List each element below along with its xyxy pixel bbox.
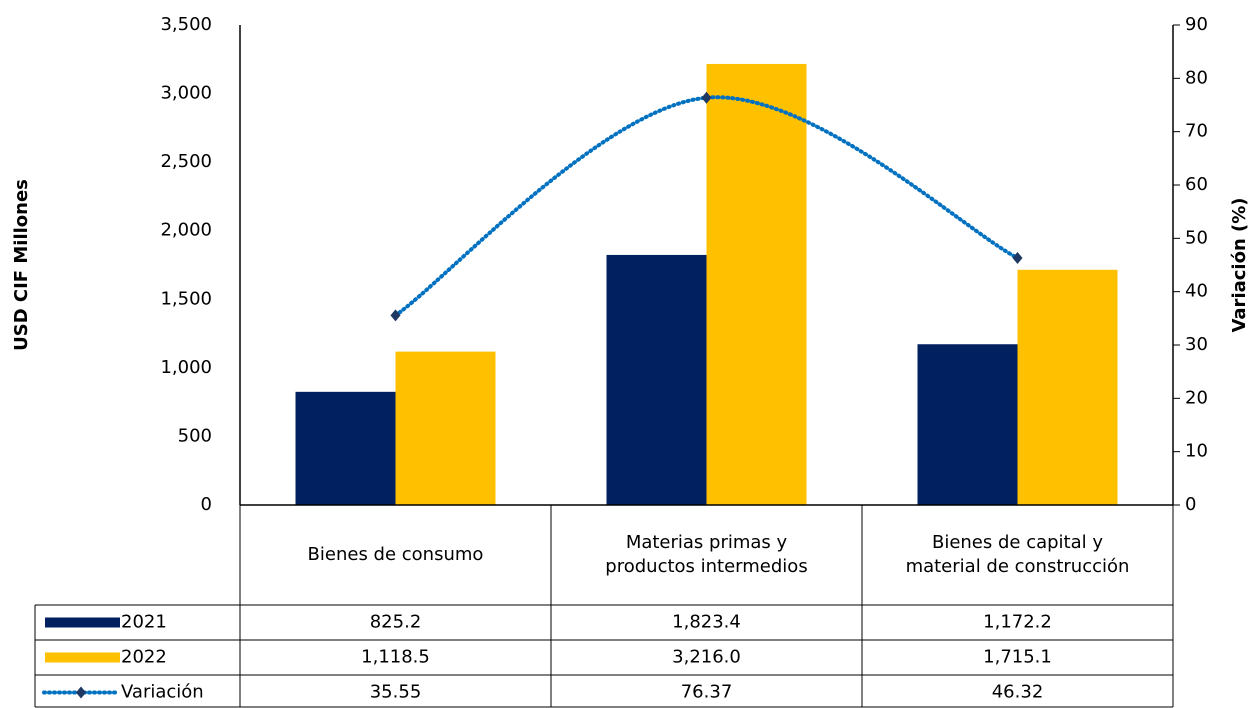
table-value: 3,216.0 <box>672 647 741 668</box>
marker <box>390 309 401 322</box>
table-value: 1,715.1 <box>983 647 1052 668</box>
legend-swatch <box>45 652 120 663</box>
y-tick-label: 3,000 <box>160 83 212 104</box>
y2-axis-title: Variación (%) <box>1229 197 1250 332</box>
legend-label: 2022 <box>121 647 167 668</box>
y2-tick-label: 40 <box>1185 281 1208 302</box>
y-tick-label: 3,500 <box>160 14 212 35</box>
table-value: 1,172.2 <box>983 612 1052 633</box>
bar <box>606 254 707 505</box>
y2-tick-label: 50 <box>1185 227 1208 248</box>
y2-tick-label: 80 <box>1185 67 1208 88</box>
legend-label: 2021 <box>121 612 167 633</box>
y2-tick-label: 20 <box>1185 387 1208 408</box>
y2-tick-label: 10 <box>1185 441 1208 462</box>
y2-tick-label: 60 <box>1185 174 1208 195</box>
legend-swatch <box>45 617 120 628</box>
bar <box>295 391 396 505</box>
y2-tick-label: 30 <box>1185 334 1208 355</box>
y-tick-label: 1,000 <box>160 357 212 378</box>
y2-tick-label: 70 <box>1185 121 1208 142</box>
bar <box>917 344 1018 505</box>
table-value: 1,118.5 <box>361 647 430 668</box>
marker <box>701 91 712 104</box>
bar <box>1017 269 1118 505</box>
y-axis-title: USD CIF Millones <box>11 179 32 351</box>
y-tick-label: 500 <box>178 425 212 446</box>
x-tick-label: Bienes de consumo <box>307 544 484 565</box>
y-tick-label: 0 <box>201 494 212 515</box>
table-value: 1,823.4 <box>672 612 741 633</box>
y-tick-label: 2,500 <box>160 151 212 172</box>
y-tick-label: 1,500 <box>160 288 212 309</box>
table-value: 76.37 <box>681 682 733 703</box>
y-tick-label: 2,000 <box>160 220 212 241</box>
table-value: 46.32 <box>992 682 1044 703</box>
table-value: 35.55 <box>370 682 422 703</box>
y2-tick-label: 90 <box>1185 14 1208 35</box>
marker <box>1012 251 1023 264</box>
x-tick-label: Bienes de capital y material de construc… <box>905 532 1130 577</box>
x-tick-label: Materias primas y productos intermedios <box>605 532 808 577</box>
y2-tick-label: 0 <box>1185 494 1196 515</box>
bar <box>395 351 496 505</box>
bar <box>706 63 807 505</box>
legend-marker <box>76 686 86 699</box>
table-value: 825.2 <box>370 612 422 633</box>
legend-label: Variación <box>121 682 204 703</box>
